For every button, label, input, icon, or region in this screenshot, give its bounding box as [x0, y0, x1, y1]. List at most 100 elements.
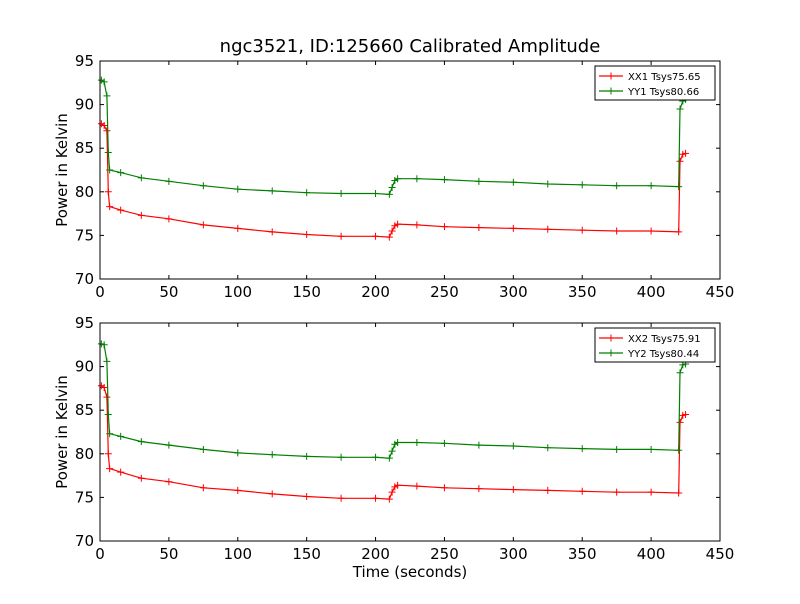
series-2-2 [97, 340, 690, 462]
data-point [104, 411, 112, 419]
data-point [440, 176, 448, 184]
data-point [676, 105, 684, 113]
data-point [388, 227, 396, 235]
x-tick-label: 250 [430, 283, 459, 301]
data-point [509, 178, 517, 186]
data-point [440, 439, 448, 447]
data-point [104, 149, 112, 157]
data-point [337, 232, 345, 240]
data-point [394, 438, 402, 446]
data-point [268, 490, 276, 498]
x-tick-label: 100 [223, 283, 252, 301]
data-point [104, 188, 112, 196]
data-point [137, 474, 145, 482]
data-point [544, 180, 552, 188]
y-axis-label: Power in Kelvin [53, 375, 71, 489]
data-point [137, 211, 145, 219]
data-point [103, 127, 111, 135]
y-tick-label: 90 [75, 358, 94, 376]
y-tick-label: 70 [75, 532, 94, 550]
data-point [613, 227, 621, 235]
data-point [117, 169, 125, 177]
y-tick-label: 80 [75, 183, 94, 201]
data-point [544, 444, 552, 452]
data-point [413, 438, 421, 446]
data-point [676, 418, 684, 426]
data-point [372, 494, 380, 502]
data-point [613, 488, 621, 496]
data-point [385, 454, 393, 462]
plot-panel-1: 0 50 100 150 200 250 300 350 400 450 70 75 80 85 90 95 P… [53, 52, 734, 301]
legend-marker [607, 334, 615, 342]
x-tick-label: 200 [361, 283, 390, 301]
legend-box [594, 65, 716, 101]
data-point [413, 221, 421, 229]
data-point [613, 445, 621, 453]
data-point [106, 465, 114, 473]
x-tick-label: 300 [499, 545, 528, 563]
data-point [682, 149, 690, 157]
data-point [647, 182, 655, 190]
axes-frame [99, 60, 721, 280]
data-point [103, 92, 111, 100]
data-point [234, 185, 242, 193]
data-point [100, 384, 108, 392]
data-point [509, 442, 517, 450]
data-point [675, 228, 683, 236]
data-point [385, 233, 393, 241]
data-point [475, 177, 483, 185]
x-tick-label: 300 [499, 283, 528, 301]
data-point [165, 478, 173, 486]
y-tick-label: 75 [75, 488, 94, 506]
data-point [475, 441, 483, 449]
legend: XX2 Tsys75.91 YY2 Tsys80.44 [594, 327, 716, 363]
legend-marker [607, 349, 615, 357]
y-tick-label: 75 [75, 226, 94, 244]
x-tick-label: 0 [95, 545, 105, 563]
legend-label: XX1 Tsys75.65 [628, 72, 701, 83]
data-point [165, 441, 173, 449]
data-point [394, 220, 402, 228]
data-point [103, 393, 111, 401]
legend-label: YY2 Tsys80.44 [627, 349, 699, 360]
data-point [199, 182, 207, 190]
data-point [268, 187, 276, 195]
data-point [303, 493, 311, 501]
figure-title: ngc3521, ID:125660 Calibrated Amplitude [220, 36, 601, 57]
data-point [578, 226, 586, 234]
x-tick-label: 200 [361, 545, 390, 563]
data-point [647, 445, 655, 453]
x-tick-label: 400 [637, 545, 666, 563]
data-point [106, 430, 114, 438]
legend-marker [607, 87, 615, 95]
y-tick-label: 80 [75, 445, 94, 463]
y-tick-label: 95 [75, 52, 94, 70]
data-point [100, 122, 108, 130]
y-tick-label: 90 [75, 96, 94, 114]
data-point [268, 228, 276, 236]
x-tick-label: 0 [95, 283, 105, 301]
legend-box [594, 327, 716, 363]
data-point [675, 446, 683, 454]
data-point [199, 221, 207, 229]
axes-frame [99, 322, 721, 542]
data-point [676, 157, 684, 165]
data-point [509, 224, 517, 232]
data-point [100, 341, 108, 349]
data-point [337, 453, 345, 461]
x-tick-label: 450 [706, 283, 735, 301]
data-point [117, 432, 125, 440]
data-point [440, 223, 448, 231]
legend-label: XX2 Tsys75.91 [628, 334, 701, 345]
data-point [385, 495, 393, 503]
data-point [647, 227, 655, 235]
x-tick-label: 450 [706, 545, 735, 563]
data-point [104, 450, 112, 458]
data-point [413, 175, 421, 183]
data-point [137, 438, 145, 446]
data-point [199, 484, 207, 492]
data-point [303, 189, 311, 197]
data-point [268, 451, 276, 459]
x-tick-label: 350 [568, 283, 597, 301]
